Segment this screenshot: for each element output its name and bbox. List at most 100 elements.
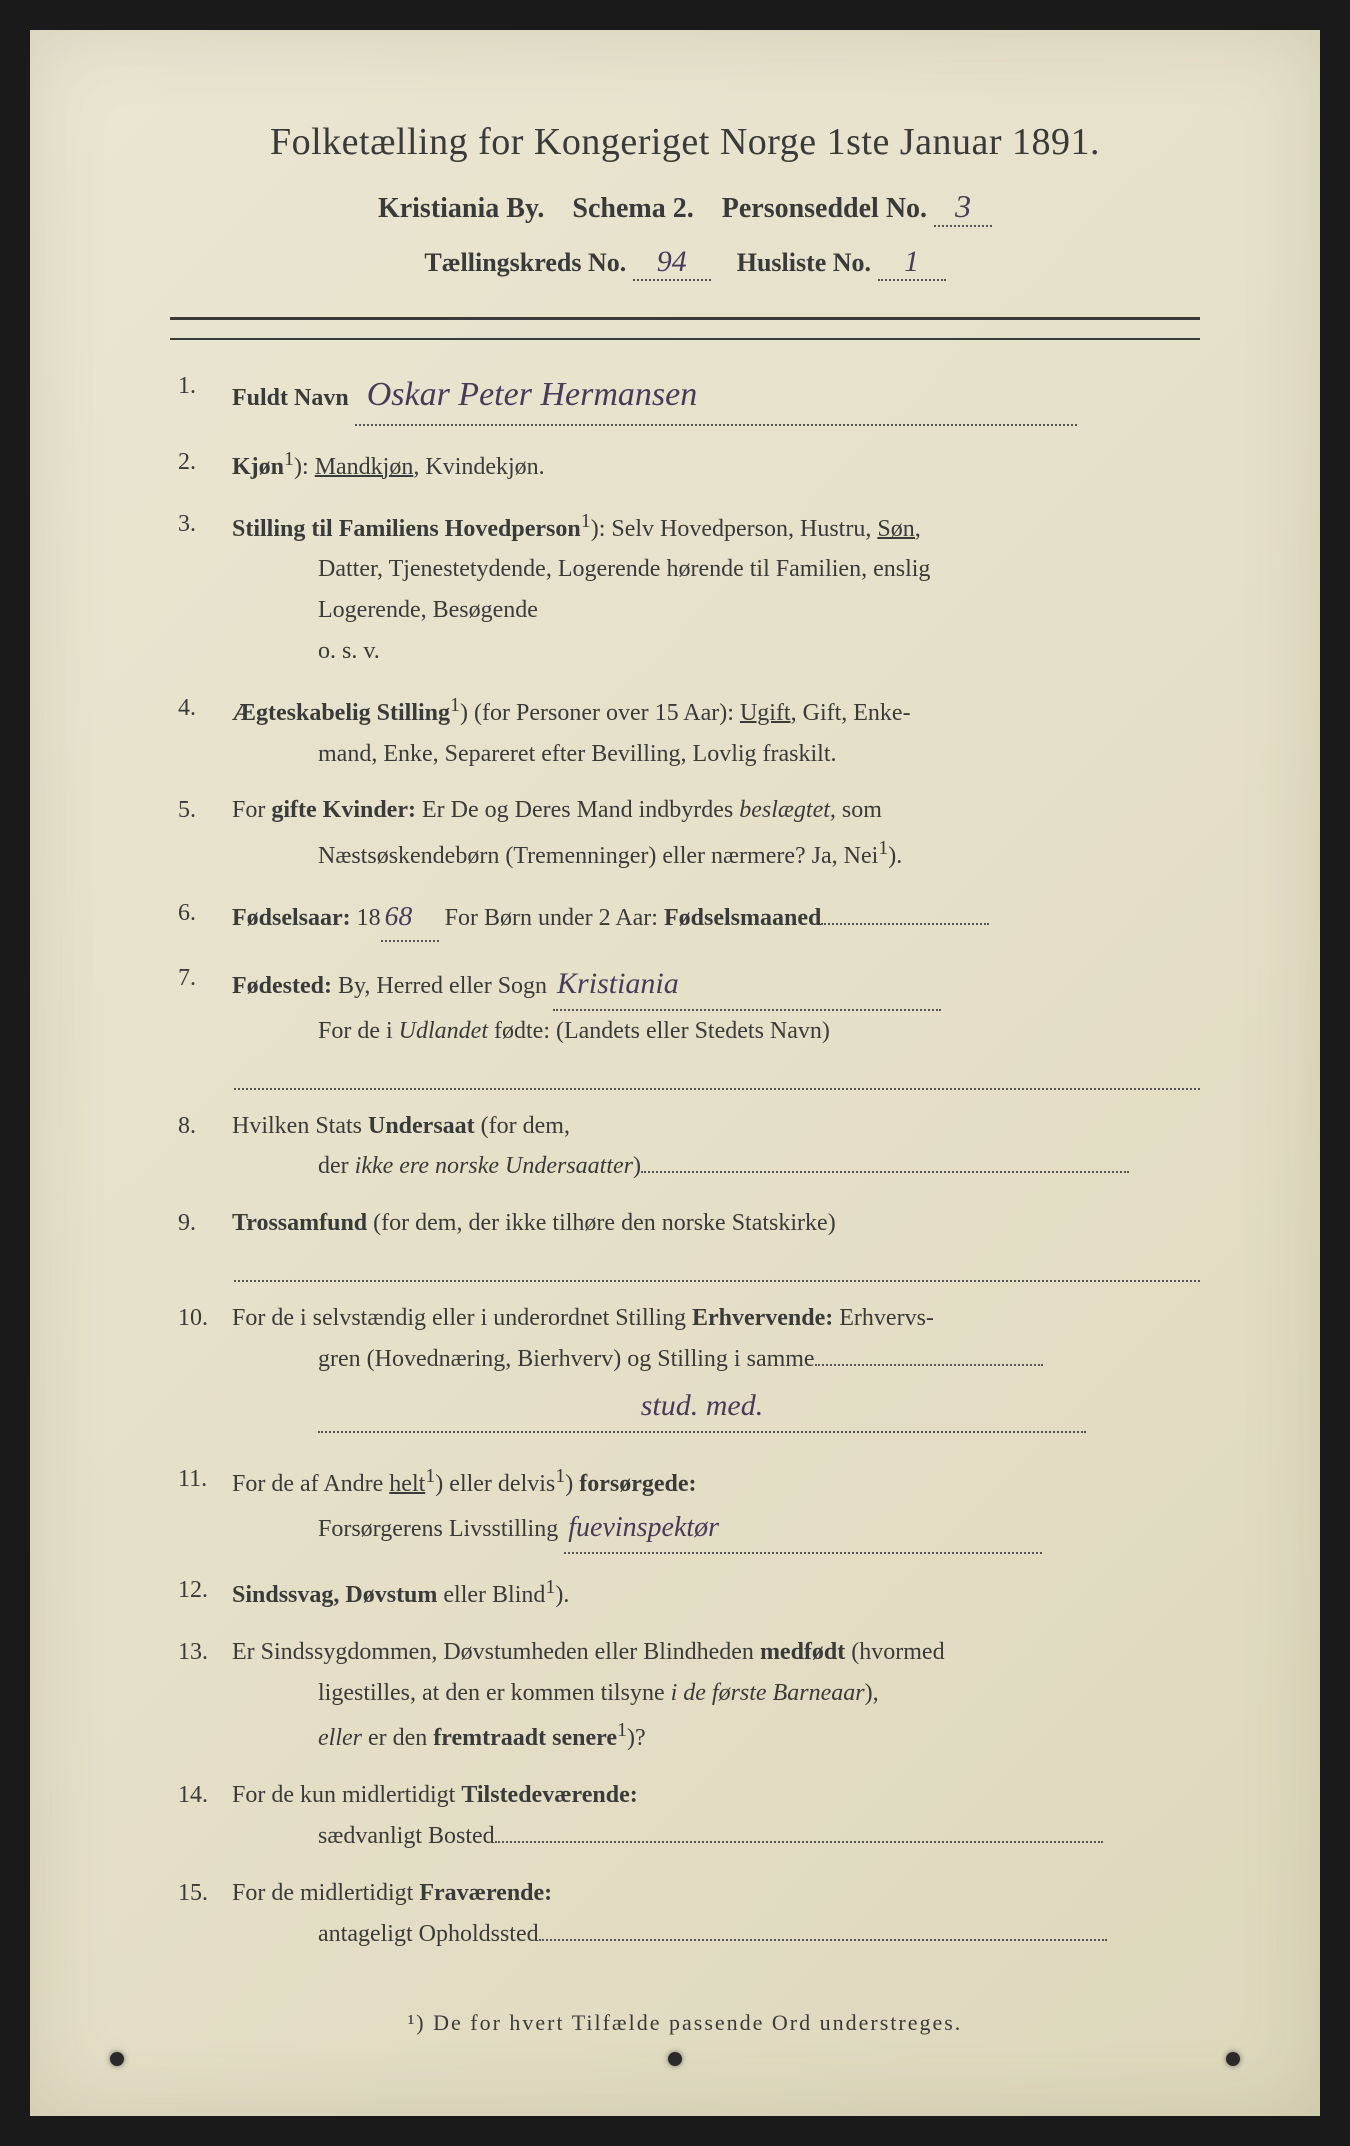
sup-5: 1 <box>878 837 888 859</box>
r12-label: Sindssvag, Døvstum <box>232 1582 437 1608</box>
sup-2: 1 <box>284 448 294 470</box>
r13-b: (hvormed <box>845 1639 944 1665</box>
r10-l2wrap: gren (Hovednæring, Bierhverv) og Stillin… <box>178 1339 1200 1380</box>
label-name: Fuldt Navn <box>232 385 349 411</box>
r8-label: Undersaat <box>368 1113 475 1139</box>
sex-rest: , Kvindekjøn. <box>413 454 544 480</box>
label-birthplace: Fødested: <box>232 973 332 999</box>
r4-b: Gift, Enke- <box>797 700 911 726</box>
sup-3: 1 <box>581 510 591 532</box>
r7-l2wrap: For de i Udlandet fødte: (Landets eller … <box>178 1011 1200 1052</box>
census-form-page: Folketælling for Kongeriget Norge 1ste J… <box>30 30 1320 2116</box>
r5-t: Er De og Deres Mand indbyrdes <box>416 797 739 823</box>
r13-l3a: eller <box>318 1725 362 1751</box>
r6-l2: Fødselsmaaned <box>664 905 821 931</box>
provider-value: fuevinspektør <box>568 1504 719 1552</box>
r11-l2wrap: Forsørgerens Livsstilling fuevinspektør <box>178 1504 1200 1554</box>
r13-l3b: er den <box>362 1725 433 1751</box>
row-7: 7. Fødested: By, Herred eller Sogn Krist… <box>170 958 1200 1090</box>
r11-a: For de af Andre <box>232 1471 389 1497</box>
r11-l2: Forsørgerens Livsstilling <box>318 1516 558 1542</box>
row-6: 6. Fødselsaar: 1868 For Børn under 2 Aar… <box>170 893 1200 942</box>
full-name-value: Oskar Peter Hermansen <box>367 366 698 424</box>
r13-l2wrap: ligestilles, at den er kommen tilsyne i … <box>178 1673 1200 1714</box>
rule-top <box>170 317 1200 320</box>
num-4: 4. <box>178 688 226 729</box>
row-12: 12. Sindssvag, Døvstum eller Blind1). <box>170 1570 1200 1616</box>
r4-l2: mand, Enke, Separeret efter Bevilling, L… <box>178 734 1200 775</box>
r3-son: Søn, <box>877 516 920 542</box>
r14-label: Tilstedeværende: <box>461 1782 637 1808</box>
r11-b: ) eller delvis <box>435 1471 555 1497</box>
label-stilling: Stilling til Familiens Hovedperson <box>232 516 581 542</box>
r13-l3d: )? <box>627 1725 646 1751</box>
r8-b: (for dem, <box>475 1113 570 1139</box>
num-8: 8. <box>178 1106 226 1147</box>
seddel-label: Personseddel No. <box>722 193 927 224</box>
r8-fill <box>641 1171 1129 1173</box>
r9-t: (for dem, der ikke tilhøre den norske St… <box>367 1210 836 1236</box>
label-birthyear: Fødselsaar: <box>232 905 351 931</box>
r3-l1a: : Selv Hovedperson, Hustru, <box>599 516 878 542</box>
row-13: 13. Er Sindssygdommen, Døvstumheden elle… <box>170 1632 1200 1759</box>
r3-l2: Datter, Tjenestetydende, Logerende høren… <box>178 549 1200 590</box>
r5-b: gifte Kvinder: <box>271 797 416 823</box>
r8-a: Hvilken Stats <box>232 1113 368 1139</box>
row-9: 9. Trossamfund (for dem, der ikke tilhør… <box>170 1203 1200 1282</box>
footnote: ¹) De for hvert Tilfælde passende Ord un… <box>170 2010 1200 2036</box>
num-11: 11. <box>178 1459 226 1500</box>
r13-l2b: i de første Barneaar <box>671 1680 865 1706</box>
num-5: 5. <box>178 790 226 831</box>
r10-b: Erhvervs- <box>833 1305 934 1331</box>
r13-l3c: fremtraadt senere <box>433 1725 617 1751</box>
r5-l2: Næstsøskendebørn (Tremenninger) eller næ… <box>318 843 878 869</box>
punch-hole-icon <box>1226 2052 1240 2066</box>
birth-month-fill <box>821 923 989 925</box>
num-12: 12. <box>178 1570 226 1611</box>
birthplace-value: Kristiania <box>557 958 679 1009</box>
row-2: 2. Kjøn1): Mandkjøn, Kvindekjøn. <box>170 442 1200 488</box>
r7-udl: Udlandet <box>399 1018 488 1044</box>
kreds-label: Tællingskreds No. <box>424 248 626 277</box>
sup-12: 1 <box>545 1576 555 1598</box>
r11-c: ) <box>565 1471 579 1497</box>
city: Kristiania By. <box>378 193 544 224</box>
r3-l4: o. s. v. <box>178 631 1200 672</box>
r10-val: stud. med. <box>178 1380 1200 1433</box>
num-9: 9. <box>178 1203 226 1244</box>
r8-l2a: der <box>318 1153 355 1179</box>
sup-13: 1 <box>617 1719 627 1741</box>
punch-hole-icon <box>668 2052 682 2066</box>
num-10: 10. <box>178 1298 226 1339</box>
num-3: 3. <box>178 504 226 545</box>
r5-be: beslægtet, <box>739 797 836 823</box>
num-13: 13. <box>178 1632 226 1673</box>
seddel-no: 3 <box>955 188 971 225</box>
occupation-value: stud. med. <box>641 1380 764 1431</box>
subtitle-line: Kristiania By. Schema 2. Personseddel No… <box>170 188 1200 227</box>
sup-11b: 1 <box>555 1465 565 1487</box>
r15-l2wrap: antageligt Opholdssted <box>178 1914 1200 1955</box>
r10-fill1 <box>815 1364 1043 1366</box>
r15-t: For de midlertidigt <box>232 1880 419 1906</box>
punch-hole-icon <box>110 2052 124 2066</box>
row-15: 15. For de midlertidigt Fraværende: anta… <box>170 1873 1200 1955</box>
row-10: 10. For de i selvstændig eller i underor… <box>170 1298 1200 1433</box>
r6-t: For Børn under 2 Aar: <box>439 905 664 931</box>
r6-pre: 18 <box>351 905 381 931</box>
r4-ugift: Ugift, <box>740 700 797 726</box>
num-2: 2. <box>178 442 226 483</box>
r14-l2wrap: sædvanligt Bosted <box>178 1816 1200 1857</box>
r8-l2wrap: der ikke ere norske Undersaatter) <box>178 1146 1200 1187</box>
row-8: 8. Hvilken Stats Undersaat (for dem, der… <box>170 1106 1200 1188</box>
sup-11a: 1 <box>425 1465 435 1487</box>
r10-a: For de i selvstændig eller i underordnet… <box>232 1305 692 1331</box>
r10-label: Erhvervende: <box>692 1305 833 1331</box>
r8-l2b: ikke ere norske Undersaatter <box>355 1153 633 1179</box>
r5-l2wrap: Næstsøskendebørn (Tremenninger) eller næ… <box>178 831 1200 877</box>
r7-l2b: fødte: (Landets eller Stedets Navn) <box>488 1018 830 1044</box>
r5-end: ). <box>888 843 902 869</box>
husliste-label: Husliste No. <box>737 248 871 277</box>
label-marital: Ægteskabelig Stilling <box>232 700 450 726</box>
row-3: 3. Stilling til Familiens Hovedperson1):… <box>170 504 1200 672</box>
